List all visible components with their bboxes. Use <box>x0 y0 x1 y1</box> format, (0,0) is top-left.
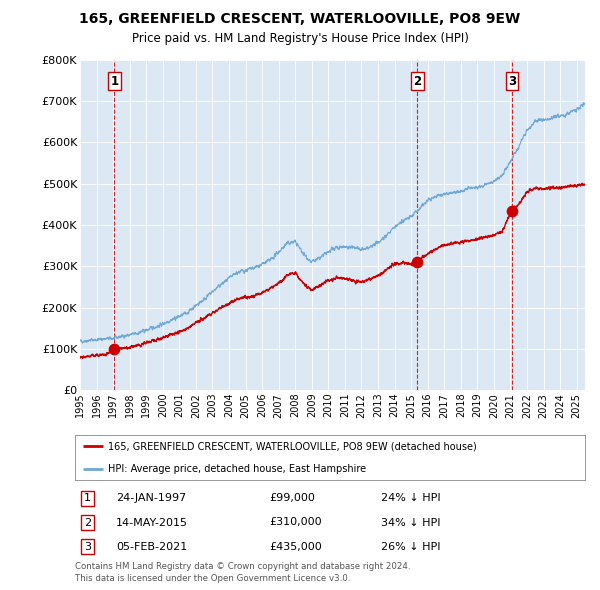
Text: £435,000: £435,000 <box>269 542 322 552</box>
Text: 2: 2 <box>84 517 91 527</box>
Text: 165, GREENFIELD CRESCENT, WATERLOOVILLE, PO8 9EW: 165, GREENFIELD CRESCENT, WATERLOOVILLE,… <box>79 12 521 26</box>
Point <box>507 206 517 215</box>
Text: 1: 1 <box>84 493 91 503</box>
Point <box>412 257 422 267</box>
Text: 3: 3 <box>84 542 91 552</box>
Text: £99,000: £99,000 <box>269 493 314 503</box>
Text: 26% ↓ HPI: 26% ↓ HPI <box>381 542 440 552</box>
Text: £310,000: £310,000 <box>269 517 322 527</box>
Text: 24-JAN-1997: 24-JAN-1997 <box>116 493 186 503</box>
Text: 05-FEB-2021: 05-FEB-2021 <box>116 542 187 552</box>
Text: Price paid vs. HM Land Registry's House Price Index (HPI): Price paid vs. HM Land Registry's House … <box>131 32 469 45</box>
Text: HPI: Average price, detached house, East Hampshire: HPI: Average price, detached house, East… <box>108 464 366 474</box>
Point <box>109 345 119 354</box>
Text: 3: 3 <box>508 75 516 88</box>
Text: 2: 2 <box>413 75 421 88</box>
Text: Contains HM Land Registry data © Crown copyright and database right 2024.
This d: Contains HM Land Registry data © Crown c… <box>75 562 410 583</box>
Text: 34% ↓ HPI: 34% ↓ HPI <box>381 517 440 527</box>
Text: 165, GREENFIELD CRESCENT, WATERLOOVILLE, PO8 9EW (detached house): 165, GREENFIELD CRESCENT, WATERLOOVILLE,… <box>108 441 477 451</box>
Text: 24% ↓ HPI: 24% ↓ HPI <box>381 493 440 503</box>
Text: 1: 1 <box>110 75 118 88</box>
Text: 14-MAY-2015: 14-MAY-2015 <box>116 517 188 527</box>
